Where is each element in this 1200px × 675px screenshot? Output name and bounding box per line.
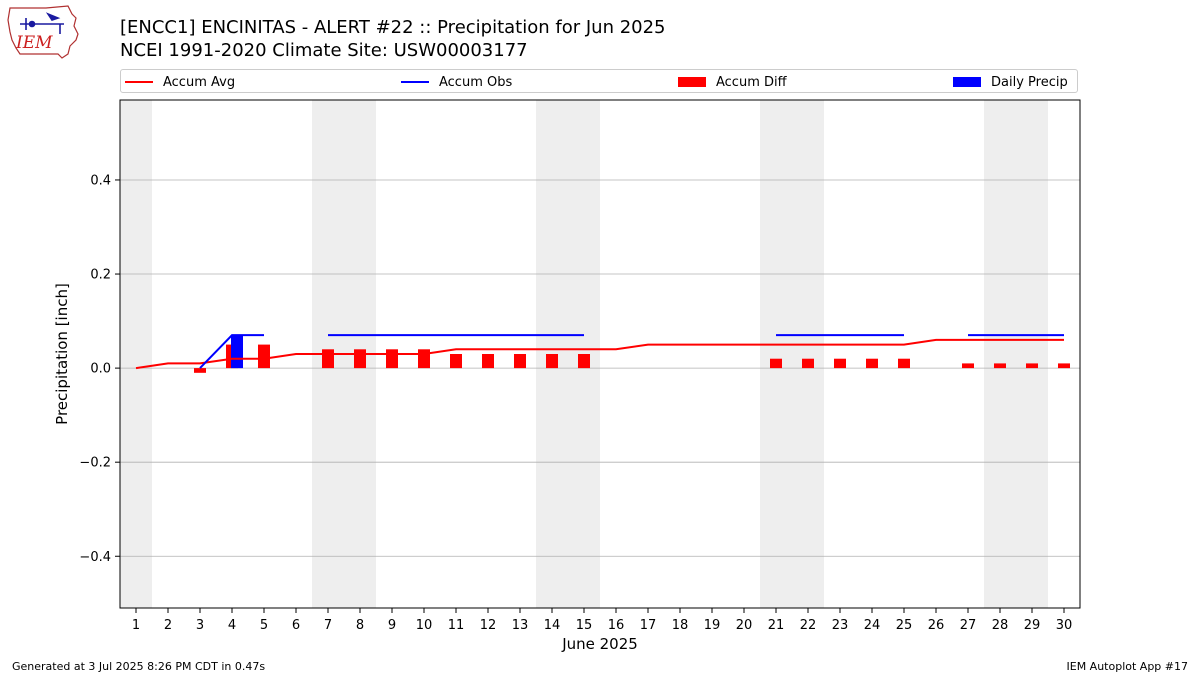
chart-subtitle: NCEI 1991-2020 Climate Site: USW00003177 [120, 40, 528, 61]
x-tick-label: 14 [544, 618, 561, 633]
weekend-shade [120, 100, 152, 608]
accum-diff-bar [514, 354, 526, 369]
y-tick-label: 0.2 [90, 268, 111, 283]
accum-diff-bar [450, 354, 462, 369]
accum-diff-bar [258, 344, 270, 369]
accum-diff-bar [962, 363, 974, 369]
accum-avg-line [135, 338, 1064, 370]
accum-diff-bar [418, 349, 430, 369]
weekend-shade [760, 100, 824, 608]
legend-label: Accum Diff [716, 74, 787, 90]
x-tick-label: 4 [228, 618, 236, 633]
accum-diff-bar [1026, 363, 1038, 369]
x-tick-label: 29 [1024, 618, 1041, 633]
legend-item-daily-precip: Daily Precip [953, 70, 1068, 94]
chart-title: [ENCC1] ENCINITAS - ALERT #22 :: Precipi… [120, 17, 666, 38]
x-tick-label: 8 [356, 618, 364, 633]
legend-label: Accum Obs [439, 74, 513, 90]
x-tick-label: 17 [640, 618, 657, 633]
accum-diff-bar [546, 354, 558, 369]
logo-text: IEM [15, 33, 53, 53]
legend-swatch-accum-obs [401, 81, 429, 83]
weekend-shade [984, 100, 1048, 608]
x-tick-label: 11 [448, 618, 465, 633]
accum-diff-bar [578, 354, 590, 369]
accum-diff-bar [994, 363, 1006, 369]
x-tick-label: 10 [416, 618, 433, 633]
legend-label: Daily Precip [991, 74, 1068, 90]
generated-timestamp: Generated at 3 Jul 2025 8:26 PM CDT in 0… [12, 660, 266, 673]
accum-diff-bar [322, 349, 334, 369]
legend-label: Accum Avg [163, 74, 236, 90]
x-tick-label: 12 [480, 618, 497, 633]
x-tick-label: 2 [164, 618, 172, 633]
legend-item-accum-obs: Accum Obs [401, 70, 512, 94]
daily-precip-bar [231, 335, 243, 369]
x-tick-label: 9 [388, 618, 396, 633]
y-axis-label: Precipitation [inch] [53, 283, 71, 425]
accum-diff-bar [802, 358, 814, 369]
legend-item-accum-avg: Accum Avg [125, 70, 235, 94]
x-tick-label: 30 [1056, 618, 1073, 633]
x-tick-label: 20 [736, 618, 753, 633]
y-tick-label: 0.4 [90, 173, 111, 188]
iem-logo: IEM [7, 5, 79, 59]
legend-swatch-accum-avg [125, 81, 153, 83]
x-tick-label: 6 [292, 618, 300, 633]
x-axis-label: June 2025 [561, 635, 638, 653]
accum-diff-bar [866, 358, 878, 369]
plot-frame [119, 99, 1081, 609]
x-tick-label: 25 [896, 618, 913, 633]
x-tick-label: 13 [512, 618, 529, 633]
app-credit: IEM Autoplot App #17 [1066, 660, 1189, 673]
x-tick-label: 22 [800, 618, 817, 633]
accum-diff-bar [898, 358, 910, 369]
legend-item-accum-diff: Accum Diff [678, 70, 787, 94]
y-tick-label: 0.0 [90, 362, 111, 377]
accum-diff-bar [770, 358, 782, 369]
x-tick-label: 16 [608, 618, 625, 633]
weekend-shade [536, 100, 600, 608]
x-tick-label: 26 [928, 618, 945, 633]
x-tick-label: 1 [132, 618, 140, 633]
legend-swatch-accum-diff [678, 77, 706, 87]
x-tick-label: 24 [864, 618, 881, 633]
accum-diff-bar [1058, 363, 1070, 369]
x-tick-label: 28 [992, 618, 1009, 633]
x-tick-label: 23 [832, 618, 849, 633]
accum-diff-bar [354, 349, 366, 369]
accum-obs-line [199, 334, 264, 369]
accum-diff-bar [482, 354, 494, 369]
chart-legend: Accum Avg Accum Obs Accum Diff Daily Pre… [120, 69, 1078, 93]
accum-diff-bar [386, 349, 398, 369]
x-tick-label: 15 [576, 618, 593, 633]
x-tick-label: 3 [196, 618, 204, 633]
accum-diff-bar [834, 358, 846, 369]
y-tick-label: −0.2 [79, 456, 111, 471]
accum-diff-bar [194, 368, 206, 373]
x-tick-label: 18 [672, 618, 689, 633]
x-tick-label: 19 [704, 618, 721, 633]
y-tick-label: −0.4 [79, 550, 111, 565]
legend-swatch-daily-precip [953, 77, 981, 87]
x-tick-label: 21 [768, 618, 785, 633]
x-tick-label: 5 [260, 618, 268, 633]
x-tick-label: 7 [324, 618, 332, 633]
x-tick-label: 27 [960, 618, 977, 633]
